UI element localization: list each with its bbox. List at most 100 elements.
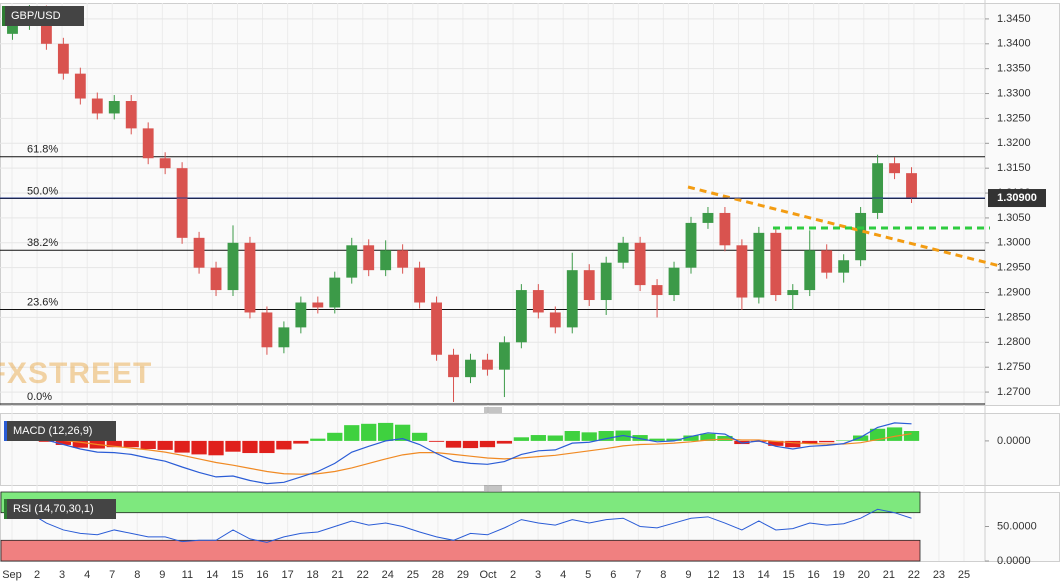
- macd-pane: 0.0000: [4, 422, 1031, 485]
- candle-body: [702, 212, 714, 223]
- candle-body: [380, 250, 392, 271]
- x-tick-label: 5: [585, 569, 591, 581]
- histogram-bar: [700, 433, 716, 441]
- y-tick-label: 1.2800: [997, 336, 1031, 348]
- candle-body: [736, 245, 748, 298]
- candle-body: [515, 290, 527, 343]
- candle-body: [482, 359, 493, 370]
- histogram-bar: [445, 440, 462, 448]
- histogram-bar: [564, 431, 580, 441]
- x-tick-label: 3: [59, 569, 65, 581]
- candle-body: [261, 312, 273, 348]
- y-tick-label: 1.3450: [997, 13, 1031, 25]
- candle-body: [295, 302, 307, 328]
- y-tick-label: 1.3050: [997, 212, 1031, 224]
- histogram-bar: [547, 435, 563, 441]
- y-tick-label: 1.3250: [997, 112, 1031, 124]
- candle-body: [431, 302, 442, 355]
- histogram-bar: [123, 440, 139, 448]
- x-tick-label: 9: [159, 569, 165, 581]
- x-tick-label: 14: [757, 569, 769, 581]
- x-tick-label: 21: [332, 569, 344, 581]
- candle-body: [227, 242, 239, 291]
- candle-body: [872, 163, 884, 213]
- x-tick-label: 8: [660, 569, 666, 581]
- last-price-label: 1.30900: [997, 192, 1037, 204]
- y-tick-label: 1.2700: [997, 386, 1031, 398]
- fib-label: 61.8%: [27, 144, 58, 156]
- candle-body: [583, 270, 595, 301]
- histogram-bar: [191, 440, 207, 455]
- oversold-zone: [0, 539, 921, 562]
- candle-body: [40, 11, 52, 44]
- candle-body: [91, 98, 103, 114]
- indicator-title: MACD (12,26,9): [13, 425, 92, 437]
- histogram-bar: [411, 432, 428, 441]
- candle-body: [329, 277, 341, 308]
- x-tick-label: 18: [307, 569, 319, 581]
- histogram-bar: [174, 440, 190, 453]
- y-tick-label: 1.3150: [997, 162, 1031, 174]
- x-tick-label: 3: [535, 569, 541, 581]
- histogram-bar: [649, 438, 665, 441]
- watermark: FXSTREET: [0, 357, 152, 390]
- indicator-label-box: [4, 499, 116, 519]
- candle-body: [498, 342, 510, 370]
- candle-body: [312, 302, 324, 308]
- candle-body: [855, 212, 867, 261]
- candle-body: [244, 242, 256, 313]
- y-tick-label: 1.3300: [997, 87, 1031, 99]
- histogram-bar: [259, 440, 275, 454]
- histogram-bar: [293, 440, 309, 444]
- y-tick-label: 50.0000: [997, 520, 1037, 532]
- candle-body: [617, 242, 629, 263]
- candle-body: [278, 327, 290, 348]
- histogram-bar: [310, 438, 326, 441]
- fib-label: 0.0%: [27, 391, 52, 403]
- y-tick-label: 1.2850: [997, 311, 1031, 323]
- y-tick-label: 1.2950: [997, 262, 1031, 274]
- histogram-bar: [428, 440, 445, 442]
- histogram-bar: [344, 425, 360, 441]
- overlay-layer: 1.30900 GBP/USD MACD (12,26,9) RSI (14,70,3…: [0, 6, 1046, 519]
- candle-body: [889, 163, 900, 174]
- candle-body: [906, 173, 917, 199]
- candle-body: [448, 354, 459, 378]
- x-tick-label: 12: [707, 569, 719, 581]
- indicator-marker: [4, 421, 7, 441]
- histogram-bar: [327, 432, 343, 441]
- histogram-bar: [479, 440, 496, 448]
- x-tick-label: Sep: [2, 569, 22, 581]
- candle-body: [74, 73, 86, 99]
- candle-body: [210, 267, 222, 291]
- candle-body: [600, 262, 612, 301]
- fib-label: 50.0%: [27, 185, 58, 197]
- histogram-bar: [819, 440, 835, 443]
- x-tick-label: 20: [858, 569, 870, 581]
- x-tick-label: 22: [357, 569, 369, 581]
- histogram-bar: [513, 437, 530, 441]
- histogram-bar: [768, 440, 784, 446]
- fib-label: 23.6%: [27, 296, 58, 308]
- x-tick-label: 25: [407, 569, 419, 581]
- x-tick-label: 21: [883, 569, 895, 581]
- candle-body: [566, 270, 578, 328]
- candle-body: [346, 245, 358, 278]
- indicator-label-box: [4, 421, 116, 441]
- histogram-bar: [717, 435, 733, 441]
- histogram-bar: [38, 440, 55, 442]
- x-tick-label: 23: [933, 569, 945, 581]
- x-tick-label: 28: [432, 569, 444, 581]
- histogram-bar: [106, 440, 122, 448]
- candle-body: [142, 128, 154, 159]
- x-tick-label: 19: [833, 569, 845, 581]
- y-tick-label: 1.3350: [997, 63, 1031, 75]
- x-tick-label: 15: [783, 569, 795, 581]
- candle-body: [719, 212, 731, 246]
- candle-body: [176, 168, 188, 238]
- x-tick-label: 16: [808, 569, 820, 581]
- x-tick-label: 4: [560, 569, 566, 581]
- histogram-bar: [632, 435, 648, 441]
- trend-line: [687, 185, 1001, 268]
